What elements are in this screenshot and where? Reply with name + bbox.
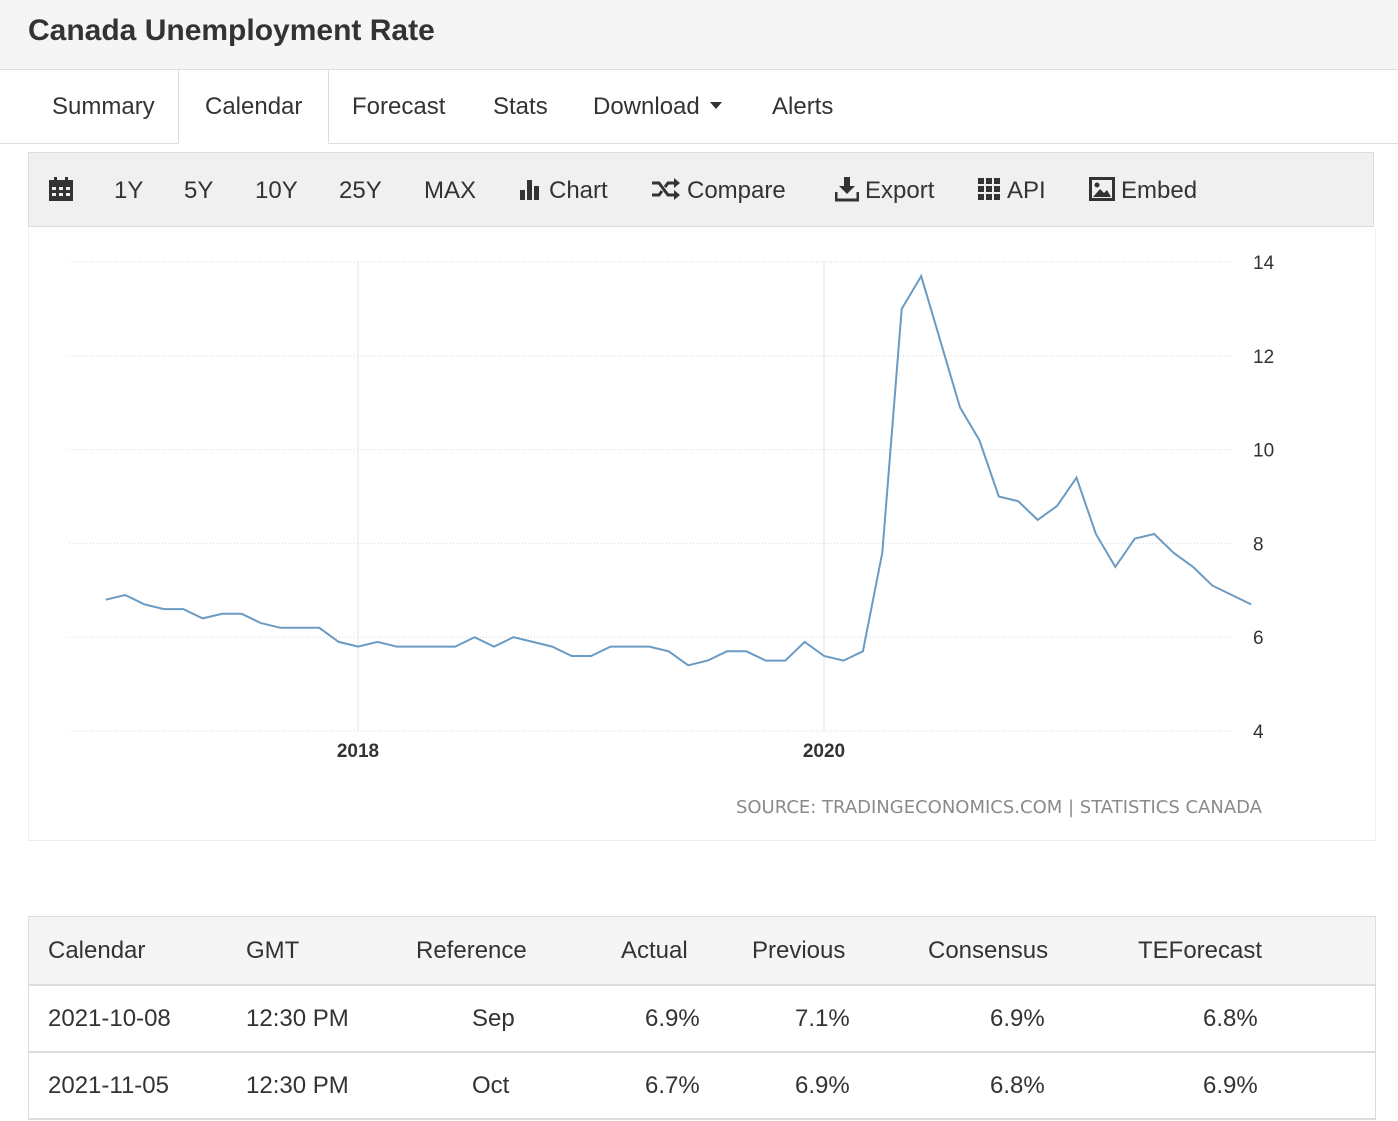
range-1y[interactable]: 1Y — [114, 177, 144, 204]
cell-consensus: 6.8% — [928, 1052, 1138, 1120]
cell-previous: 6.9% — [752, 1052, 928, 1120]
tab-bar: Summary Calendar Forecast Stats Download… — [0, 69, 1398, 144]
chart-source: SOURCE: TRADINGECONOMICS.COM | STATISTIC… — [736, 797, 1263, 818]
range-25y[interactable]: 25Y — [339, 177, 382, 204]
cell-reference: Oct — [416, 1052, 621, 1120]
cell-date: 2021-10-08 — [28, 985, 246, 1053]
compare-label: Compare — [687, 177, 786, 204]
cell-date: 2021-11-05 — [28, 1052, 246, 1120]
cell-actual: 6.9% — [621, 985, 752, 1053]
header-previous: Previous — [752, 916, 928, 986]
tab-download-label: Download — [593, 93, 700, 120]
embed-label: Embed — [1121, 177, 1198, 204]
grid-icon — [978, 177, 1000, 200]
shuffle-icon — [652, 177, 680, 200]
api-label: API — [1007, 177, 1046, 204]
line-chart: 4 6 8 10 12 14 2018 2020 SOURCE: TRADINGECONOM… — [69, 253, 1275, 818]
embed-button[interactable]: Embed — [1089, 153, 1197, 228]
range-5y[interactable]: 5Y — [184, 177, 214, 204]
image-icon — [1089, 176, 1115, 201]
api-button[interactable]: API — [977, 153, 1046, 228]
calendar-table: Calendar GMT Reference Actual Previous C… — [28, 916, 1376, 1120]
x-tick-label: 2020 — [803, 741, 845, 762]
export-button[interactable]: Export — [834, 153, 935, 228]
table-row: 2021-11-05 12:30 PM Oct 6.7% 6.9% 6.8% 6… — [28, 1052, 1376, 1120]
header-gmt: GMT — [246, 916, 416, 986]
x-tick-label: 2018 — [337, 741, 379, 762]
header-calendar: Calendar — [28, 916, 246, 986]
cell-consensus: 6.9% — [928, 985, 1138, 1053]
page-header: Canada Unemployment Rate — [0, 0, 1398, 70]
compare-button[interactable]: Compare — [651, 153, 786, 228]
range-max[interactable]: MAX — [424, 177, 477, 204]
header-reference: Reference — [416, 916, 621, 986]
series-line — [105, 273, 1252, 667]
tab-stats[interactable]: Stats — [493, 93, 548, 120]
y-tick-label: 4 — [1253, 722, 1264, 743]
page-title: Canada Unemployment Rate — [28, 14, 435, 47]
table-header-row: Calendar GMT Reference Actual Previous C… — [28, 916, 1376, 986]
chart-label: Chart — [549, 177, 608, 204]
tab-calendar[interactable]: Calendar — [178, 69, 330, 144]
bar-chart-icon — [520, 179, 539, 200]
chart-toolbar: 1Y 5Y 10Y 25Y MAX Chart Compare Export — [28, 152, 1374, 227]
tab-download[interactable]: Download — [593, 70, 722, 143]
y-tick-label: 8 — [1253, 534, 1264, 555]
cell-teforecast: 6.8% — [1138, 985, 1376, 1053]
y-tick-label: 10 — [1253, 441, 1274, 462]
header-teforecast: TEForecast — [1138, 916, 1376, 986]
tab-alerts[interactable]: Alerts — [772, 93, 834, 120]
y-tick-label: 12 — [1253, 347, 1274, 368]
calendar-icon[interactable] — [48, 153, 80, 228]
cell-gmt: 12:30 PM — [246, 1052, 416, 1120]
export-label: Export — [865, 177, 935, 204]
header-actual: Actual — [621, 916, 752, 986]
cell-previous: 7.1% — [752, 985, 928, 1053]
y-tick-label: 14 — [1253, 253, 1275, 274]
cell-teforecast: 6.9% — [1138, 1052, 1376, 1120]
download-icon — [834, 176, 860, 202]
chart-container: 4 6 8 10 12 14 2018 2020 SOURCE: TRADINGECONOM… — [28, 228, 1376, 841]
range-10y[interactable]: 10Y — [255, 177, 298, 204]
tab-forecast[interactable]: Forecast — [352, 93, 446, 120]
y-tick-label: 6 — [1253, 628, 1264, 649]
caret-down-icon — [709, 102, 722, 110]
tab-summary[interactable]: Summary — [52, 93, 155, 120]
cell-gmt: 12:30 PM — [246, 985, 416, 1053]
header-consensus: Consensus — [928, 916, 1138, 986]
chart-button[interactable]: Chart — [519, 153, 608, 228]
table-row: 2021-10-08 12:30 PM Sep 6.9% 7.1% 6.9% 6… — [28, 985, 1376, 1053]
cell-actual: 6.7% — [621, 1052, 752, 1120]
cell-reference: Sep — [416, 985, 621, 1053]
